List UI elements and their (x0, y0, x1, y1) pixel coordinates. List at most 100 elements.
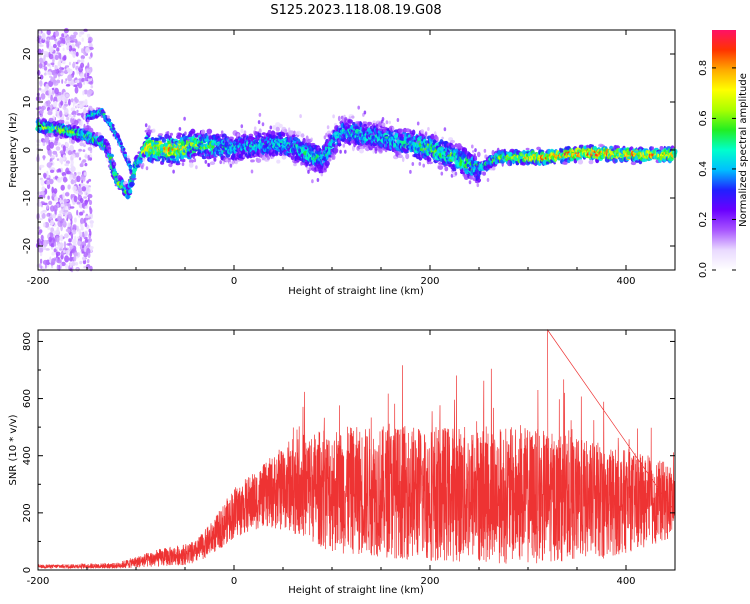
spectrogram-cell (188, 162, 194, 168)
spectrogram-cell (59, 72, 64, 76)
spectrogram-cell (454, 171, 458, 176)
spectrogram-cell (69, 267, 73, 272)
spectrogram-cell (65, 263, 69, 270)
spectrogram-cell (54, 107, 59, 110)
spectrogram-cell (41, 186, 46, 192)
spectrogram-cell (60, 203, 65, 207)
spectrogram-cell (50, 243, 55, 248)
spectrogram-cell (38, 194, 44, 198)
spectrogram-cell (108, 149, 112, 154)
spectrogram-cell (90, 85, 94, 89)
spectrogram-cell (70, 219, 73, 225)
spectrogram-cell (68, 98, 71, 106)
spectrogram-cell (59, 234, 64, 242)
spectrogram-cell (49, 139, 54, 143)
spectrogram-cell (266, 156, 271, 160)
spectrogram-cell (65, 84, 71, 87)
spectrogram-cell (43, 155, 45, 161)
spectrogram-cell (46, 71, 53, 76)
spectrogram-cell (39, 108, 44, 115)
spectrogram-cell (80, 112, 84, 118)
spectrogram-cell (492, 166, 496, 171)
spectrogram-cell (450, 139, 455, 144)
spectrogram-cell (56, 158, 60, 161)
spectrogram-cell (63, 249, 66, 254)
spectrogram-cell (438, 162, 442, 165)
spectrogram-cell (76, 41, 82, 46)
spectrogram-cell (476, 183, 480, 188)
spectrogram-cell (77, 44, 80, 49)
spectrogram-cell (48, 80, 54, 87)
spectrogram-cell (42, 141, 46, 147)
spectrogram-cell (84, 199, 89, 205)
spectrogram-cell (39, 263, 42, 269)
spectrogram-cell (82, 90, 85, 96)
spectrogram-cell (89, 206, 92, 211)
spectrogram-cell (68, 238, 72, 243)
spectrogram-cell (46, 170, 49, 176)
spectrogram-cell (193, 158, 197, 163)
spectrogram-cell (77, 186, 83, 193)
spectrogram-cell (326, 164, 329, 169)
spectrogram-cell (53, 38, 57, 42)
spectrogram-cell (63, 198, 67, 203)
spectrogram-cell (293, 130, 296, 135)
spectrogram-cell (258, 128, 262, 134)
spectrogram-cell (71, 261, 76, 267)
spectrogram-cell (293, 163, 297, 167)
spectrogram-cell (54, 137, 59, 141)
spectrogram-cell (88, 56, 92, 60)
spectrogram-cell (276, 159, 281, 164)
spectrogram-cell (468, 180, 472, 185)
spectrogram-cell (391, 126, 395, 131)
spectrogram-cell (427, 161, 433, 165)
spectrogram-cell (50, 258, 56, 266)
spectrogram-cell (66, 116, 70, 121)
spectrogram-cell (363, 110, 367, 115)
spectrogram-cell (50, 219, 55, 226)
spectrogram-cell (62, 192, 66, 200)
spectrogram-cell (424, 131, 428, 136)
spectrogram-cell (78, 148, 82, 152)
spectrogram-cell (151, 159, 154, 164)
spectrogram-cell (65, 78, 68, 82)
spectrogram-cell (112, 165, 115, 168)
spectrogram-cell (55, 146, 61, 151)
spectrogram-cell (47, 234, 50, 239)
spectrogram-cell (87, 146, 93, 151)
spectrogram-cell (359, 148, 364, 154)
spectrogram-cell (61, 119, 65, 124)
spectrogram-cell (339, 149, 342, 154)
spectrogram-cell (82, 259, 87, 265)
spectrogram-cell (525, 147, 530, 151)
spectrogram-cell (416, 121, 420, 126)
spectrogram-cell (85, 47, 90, 54)
spectrogram-cell (70, 179, 75, 185)
spectrogram-cell (87, 76, 92, 79)
spectrogram-cell (59, 110, 63, 118)
spectrogram-cell (183, 116, 186, 121)
spectrogram-cell (46, 162, 52, 168)
spectrogram-cell (75, 104, 81, 108)
spectrogram-cell (81, 249, 84, 252)
spectrogram-cell (85, 215, 90, 219)
spectrogram-cell (128, 189, 133, 194)
spectrogram-cell (88, 199, 93, 206)
spectrogram-cell (84, 246, 87, 253)
spectrogram-cell (192, 152, 198, 157)
spectrogram-cell (84, 127, 90, 131)
spectrogram-cell (76, 109, 79, 113)
spectrogram-cell (64, 233, 69, 239)
spectrogram-cell (40, 234, 44, 241)
spectrogram-cell (66, 67, 71, 73)
spectrogram-cell (69, 251, 73, 257)
spectrogram-cell (40, 210, 44, 215)
spectrogram-cell (150, 137, 155, 141)
spectrogram-cell (437, 165, 444, 170)
spectrogram-cell (261, 122, 265, 127)
spectrogram-cell (332, 114, 335, 119)
spectrogram-cell (89, 220, 94, 224)
spectrogram-cell (56, 264, 59, 271)
spectrogram-cell (240, 128, 244, 134)
